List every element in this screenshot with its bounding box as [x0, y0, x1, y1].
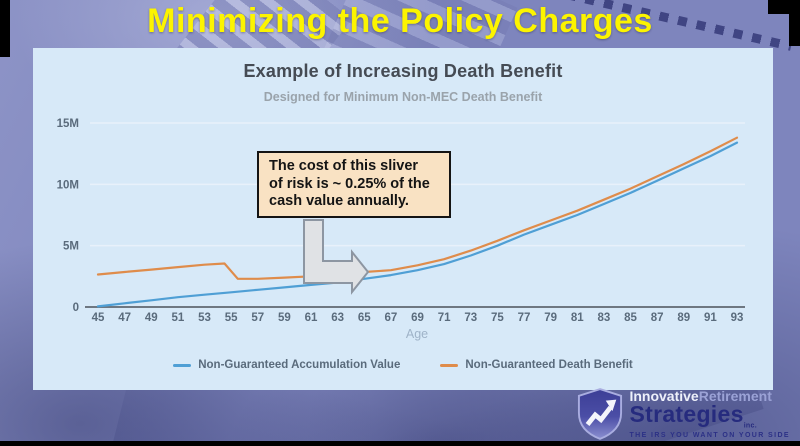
- frame-black-bottom: [0, 441, 800, 446]
- x-tick-label: 51: [171, 312, 184, 324]
- legend-dash-icon: [173, 363, 192, 367]
- x-tick-label: 85: [624, 312, 637, 324]
- x-tick-label: 89: [677, 312, 690, 324]
- x-tick-label: 59: [278, 312, 291, 324]
- x-tick-label: 71: [438, 312, 451, 324]
- x-tick-label: 81: [571, 312, 584, 324]
- logo-suffix: inc.: [743, 422, 757, 430]
- slide-title: Minimizing the Policy Charges: [147, 2, 653, 40]
- x-tick-label: 47: [118, 312, 131, 324]
- legend-label: Non-Guaranteed Death Benefit: [465, 359, 633, 371]
- series-line-non-guaranteed-death-benefit: [96, 136, 739, 280]
- x-tick-label: 65: [358, 312, 371, 324]
- y-tick-label: 0: [73, 302, 79, 314]
- x-tick-label: 79: [544, 312, 557, 324]
- x-tick-label: 83: [597, 312, 610, 324]
- callout-arrow-icon: [303, 219, 370, 295]
- x-tick-label: 67: [384, 312, 397, 324]
- callout-box: The cost of this sliver of risk is ~ 0.2…: [257, 151, 451, 218]
- x-tick-label: 75: [491, 312, 504, 324]
- x-axis-title: Age: [406, 327, 428, 341]
- chart-subtitle: Designed for Minimum Non-MEC Death Benef…: [263, 90, 543, 104]
- callout-line: of risk is ~ 0.25% of the: [269, 175, 430, 192]
- frame-black-left: [0, 0, 10, 57]
- x-tick-label: 57: [251, 312, 264, 324]
- legend-item-death-benefit: Non-Guaranteed Death Benefit: [440, 359, 633, 371]
- logo-word-retirement: Retirement: [698, 388, 772, 405]
- x-tick-label: 49: [145, 312, 158, 324]
- callout-line: The cost of this sliver: [269, 158, 419, 174]
- logo-word-innovative: Innovative: [629, 388, 699, 405]
- series-line-non-guaranteed-accumulation-value: [96, 141, 739, 308]
- chart-legend: Non-Guaranteed Accumulation Value Non-Gu…: [33, 359, 773, 371]
- y-tick-label: 10M: [57, 179, 79, 191]
- x-tick-label: 73: [464, 312, 477, 324]
- logo-word-strategies: Strategiesinc.: [629, 403, 790, 430]
- x-tick-label: 87: [651, 312, 664, 324]
- logo-name-line: InnovativeRetirement: [629, 389, 790, 403]
- chart-title: Example of Increasing Death Benefit: [243, 61, 563, 81]
- legend-item-accumulation-value: Non-Guaranteed Accumulation Value: [173, 359, 400, 371]
- x-tick-label: 53: [198, 312, 211, 324]
- chart-card: 0 5M 10M 15M 45 47 49 51 53 55 57 59 61 63 65 67 69 71 73 7…: [33, 48, 773, 390]
- legend-label: Non-Guaranteed Accumulation Value: [198, 359, 401, 371]
- chart-plot-area: 0 5M 10M 15M 45 47 49 51 53 55 57 59 61 63 65 67 69 71 73 7…: [57, 118, 745, 341]
- shield-arrow-icon: [578, 388, 623, 440]
- x-tick-label: 69: [411, 312, 424, 324]
- frame-black-right: [789, 0, 800, 46]
- x-tick-label: 61: [305, 312, 318, 324]
- x-tick-label: 45: [92, 312, 105, 324]
- company-logo: InnovativeRetirement Strategiesinc. THE …: [577, 388, 790, 440]
- logo-word-strategies-text: Strategies: [629, 401, 744, 428]
- legend-dash-icon: [440, 363, 459, 367]
- x-tick-label: 63: [331, 312, 344, 324]
- x-tick-label: 55: [225, 312, 238, 324]
- x-tick-label: 91: [704, 312, 717, 324]
- y-tick-label: 15M: [57, 118, 79, 130]
- x-tick-label: 93: [731, 312, 744, 324]
- y-tick-label: 5M: [63, 241, 79, 253]
- callout-line: cash value annually.: [269, 193, 409, 209]
- logo-tagline: THE IRS YOU WANT ON YOUR SIDE: [629, 431, 790, 439]
- logo-text: InnovativeRetirement Strategiesinc. THE …: [629, 389, 790, 439]
- x-tick-label: 77: [518, 312, 531, 324]
